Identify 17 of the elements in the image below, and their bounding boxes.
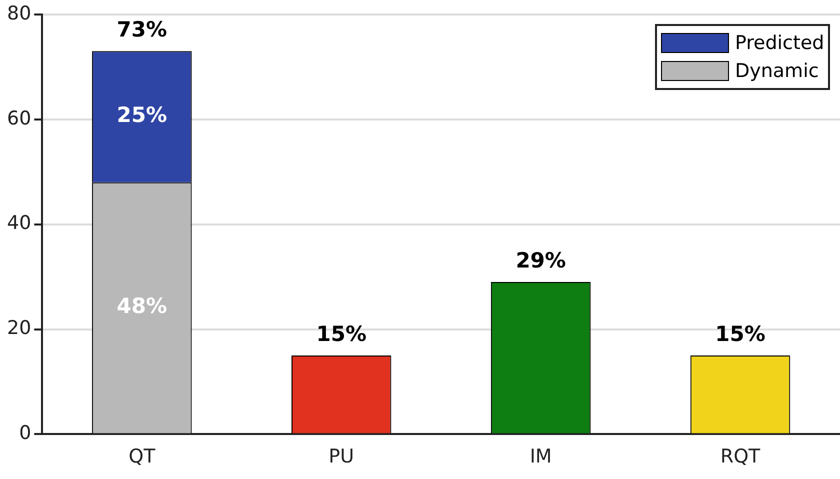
y-tick-label: 20 xyxy=(6,317,32,340)
x-tick-label: QT xyxy=(128,446,156,468)
x-tick-label: RQT xyxy=(720,446,761,468)
legend-label: Dynamic xyxy=(735,59,819,84)
y-tick-label: 60 xyxy=(6,107,32,130)
total-label: 29% xyxy=(516,248,566,272)
total-label: 73% xyxy=(116,18,168,42)
legend-label: Predicted xyxy=(735,31,824,56)
data-label: 48% xyxy=(116,294,168,318)
y-tick-label: 40 xyxy=(6,212,32,234)
y-tick-label: 0 xyxy=(19,422,32,444)
x-tick-label: PU xyxy=(328,446,354,468)
data-label: 25% xyxy=(116,103,168,128)
x-tick-label: IM xyxy=(530,446,552,468)
y-tick-label: 80 xyxy=(6,2,32,24)
total-label: 15% xyxy=(715,322,766,346)
total-label: 15% xyxy=(316,322,366,346)
